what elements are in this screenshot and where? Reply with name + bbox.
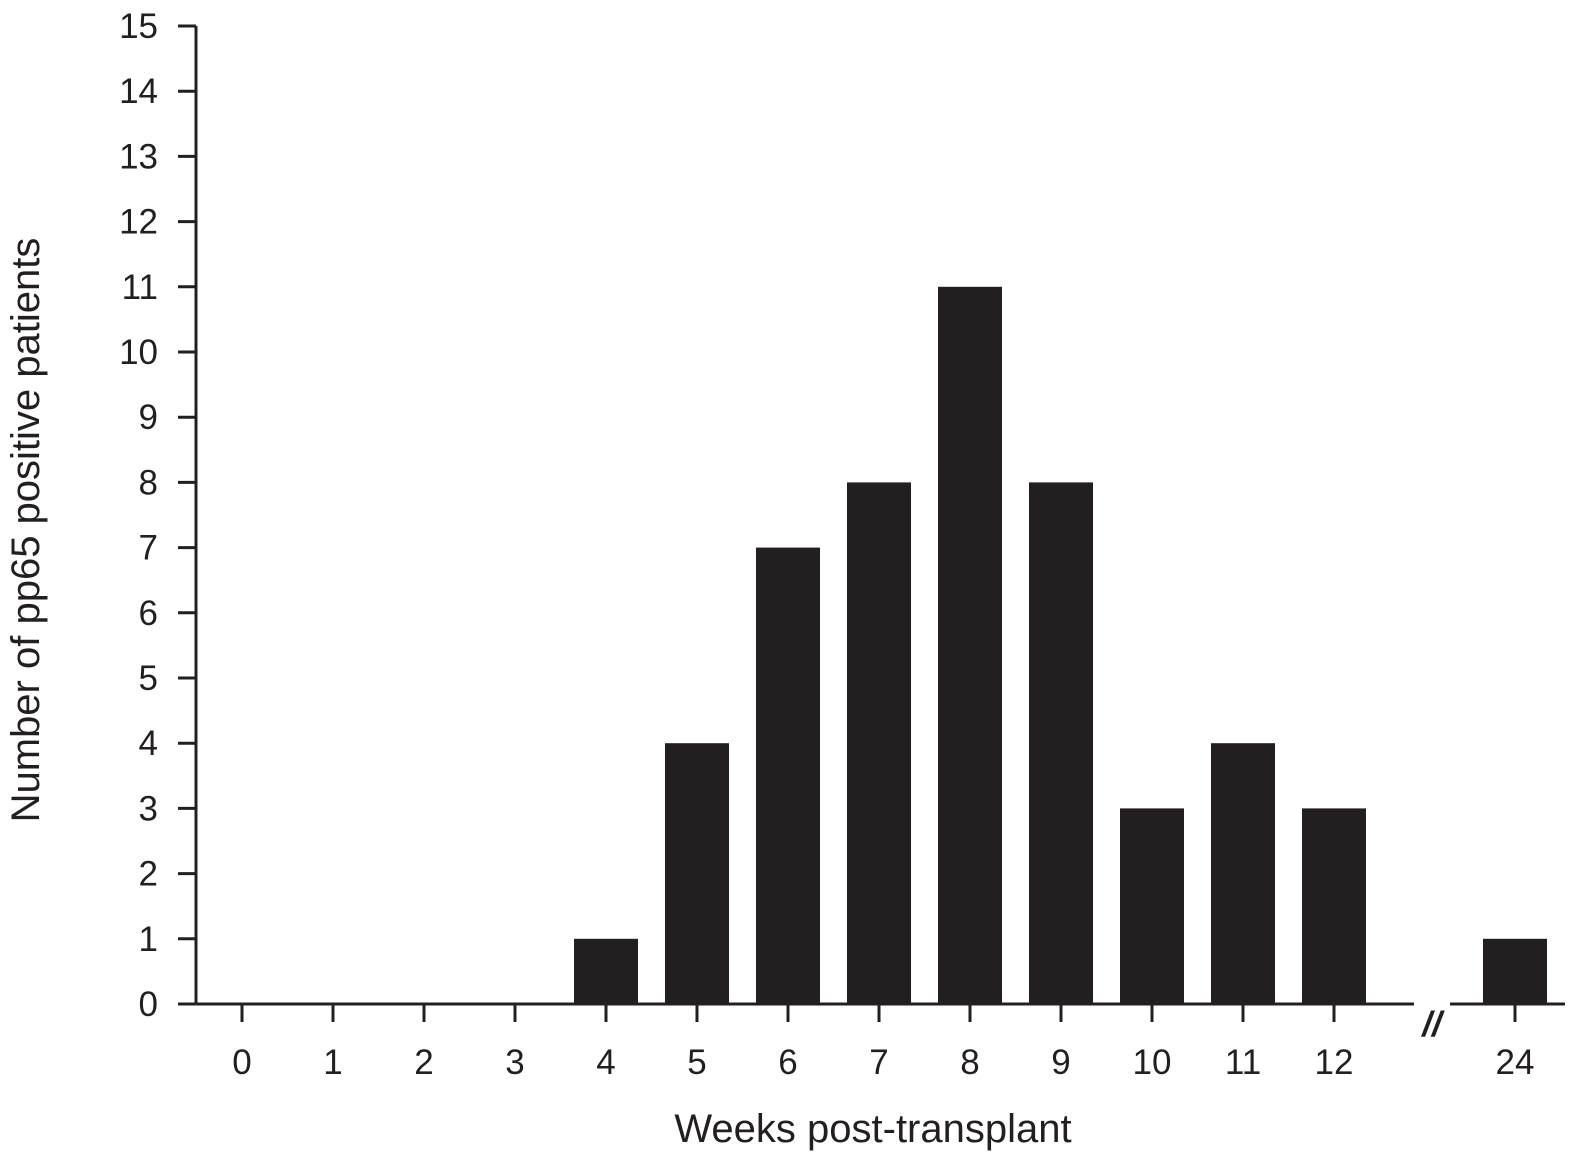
x-tick-label: 24: [1496, 1043, 1535, 1082]
y-tick-label: 3: [139, 789, 158, 828]
x-tick-label: 10: [1133, 1043, 1172, 1082]
x-tick-label: 7: [869, 1043, 888, 1082]
bar-week-11: [1211, 743, 1275, 1004]
x-axis-title: Weeks post-transplant: [674, 1107, 1071, 1151]
y-tick-label: 12: [119, 203, 158, 242]
y-tick-label: 9: [139, 398, 158, 437]
bar-week-8: [938, 286, 1002, 1004]
bar-week-12: [1302, 808, 1366, 1004]
x-tick-label: 6: [778, 1043, 797, 1082]
y-tick-label: 2: [139, 855, 158, 894]
bar-week-10: [1120, 808, 1184, 1004]
bar-week-5: [665, 743, 729, 1004]
y-tick-label: 13: [119, 137, 158, 176]
bar-week-9: [1029, 482, 1093, 1004]
x-tick-label: 11: [1225, 1043, 1261, 1082]
y-axis-title: Number of pp65 positive patients: [4, 238, 48, 823]
bar-week-7: [847, 482, 911, 1004]
y-tick-label: 14: [119, 72, 158, 111]
x-tick-label: 9: [1051, 1043, 1070, 1082]
y-tick-label: 15: [119, 7, 158, 46]
x-tick-label: 8: [960, 1043, 979, 1082]
y-tick-label: 1: [139, 920, 158, 959]
bar-week-4: [574, 938, 638, 1004]
y-tick-label: 10: [119, 333, 158, 372]
y-tick-label: 7: [139, 529, 158, 568]
x-tick-label: 2: [414, 1043, 433, 1082]
bar-week-24: [1483, 938, 1547, 1004]
bars-group: [574, 286, 1547, 1004]
y-tick-label: 4: [139, 724, 158, 763]
x-tick-label: 3: [505, 1043, 524, 1082]
x-tick-label: 12: [1315, 1043, 1354, 1082]
x-axis: 0 1 2 3 4 5 6 7 8 9 10 11 12 24//: [178, 1002, 1565, 1082]
x-tick-label: 5: [687, 1043, 706, 1082]
y-tick-label: 8: [139, 463, 158, 502]
axis-break-marker: //: [1420, 1005, 1445, 1044]
bar-week-6: [756, 547, 820, 1004]
y-tick-label: 0: [139, 985, 158, 1024]
x-tick-label: 1: [323, 1043, 342, 1082]
y-tick-label: 11: [122, 268, 158, 307]
y-tick-label: 5: [139, 659, 158, 698]
y-tick-label: 6: [139, 594, 158, 633]
x-tick-label: 4: [596, 1043, 615, 1082]
x-tick-label: 0: [232, 1043, 251, 1082]
